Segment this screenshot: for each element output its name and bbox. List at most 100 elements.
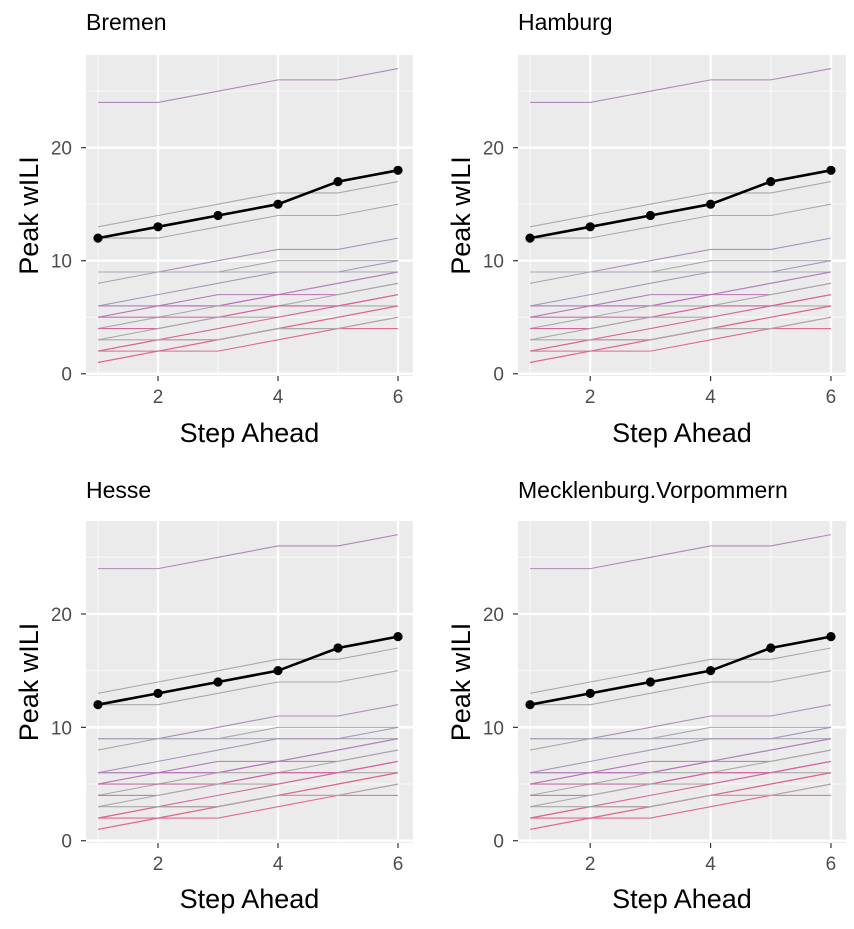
series-line-20 bbox=[98, 783, 399, 808]
highlight-series-line bbox=[97, 635, 399, 706]
y-tick-label: 20 bbox=[51, 605, 72, 626]
series-line-2 bbox=[529, 647, 832, 694]
y-tick-label: 10 bbox=[483, 252, 504, 273]
series-line-11 bbox=[97, 749, 399, 796]
x-tick-label: 2 bbox=[153, 387, 164, 408]
y-axis-title: Peak wILI bbox=[14, 156, 44, 275]
series-line-20 bbox=[530, 783, 832, 808]
highlight-point bbox=[766, 643, 776, 653]
panel-hesse: 2 4 6 0 10 20 Hesse Step Ahead Peak wILI bbox=[14, 477, 413, 914]
series-line-2 bbox=[97, 181, 399, 228]
highlight-point bbox=[333, 176, 343, 187]
highlight-point bbox=[153, 688, 163, 698]
panel-hamburg: 2 4 6 0 10 20 Hamburg Step Ahead Peak wILI bbox=[446, 9, 846, 448]
x-tick-label: 4 bbox=[705, 387, 716, 408]
x-tick-label: 4 bbox=[705, 854, 716, 875]
x-tick-label: 6 bbox=[393, 854, 404, 875]
panel-title: Bremen bbox=[86, 9, 167, 35]
highlight-point bbox=[525, 233, 535, 243]
y-axis-title: Peak wILI bbox=[14, 623, 44, 742]
x-axis-title: Step Ahead bbox=[612, 884, 752, 914]
highlight-point bbox=[393, 165, 403, 175]
x-tick-label: 4 bbox=[273, 387, 284, 408]
x-tick-label: 6 bbox=[826, 854, 837, 875]
series-line-3 bbox=[98, 203, 399, 239]
highlight-point bbox=[525, 700, 535, 710]
highlight-series-line bbox=[529, 169, 832, 240]
y-tick-label: 0 bbox=[493, 365, 504, 386]
highlight-point bbox=[645, 677, 656, 687]
series-line-1 bbox=[98, 534, 399, 570]
highlight-point bbox=[213, 677, 223, 687]
y-tick-label: 0 bbox=[61, 832, 72, 853]
y-axis-title: Peak wILI bbox=[446, 623, 476, 742]
series-line-5 bbox=[529, 260, 831, 284]
panel-bremen: 2 4 6 0 10 20 Bremen Step Ahead Peak wILI bbox=[14, 9, 413, 448]
series-line-11 bbox=[97, 282, 399, 330]
series-line-5 bbox=[97, 726, 398, 751]
series-line-14 bbox=[97, 305, 398, 341]
y-tick-label: 0 bbox=[61, 365, 72, 386]
x-tick-label: 2 bbox=[585, 387, 596, 408]
series-line-14 bbox=[97, 772, 398, 808]
series-line-7 bbox=[529, 726, 832, 774]
plot-background bbox=[518, 55, 846, 376]
series-line-7 bbox=[97, 260, 399, 307]
plot-background bbox=[86, 521, 413, 843]
plot-background bbox=[518, 521, 846, 843]
highlight-point bbox=[645, 210, 656, 221]
y-tick-label: 0 bbox=[493, 832, 504, 853]
x-tick-label: 4 bbox=[273, 854, 284, 875]
y-axis-title: Peak wILI bbox=[446, 156, 476, 275]
y-tick-label: 20 bbox=[483, 605, 504, 626]
highlight-point bbox=[826, 165, 836, 175]
series-line-1 bbox=[98, 68, 399, 104]
x-axis-title: Step Ahead bbox=[612, 418, 752, 448]
highlight-point bbox=[273, 666, 283, 676]
series-line-2 bbox=[97, 647, 399, 694]
series-line-11 bbox=[529, 749, 832, 796]
x-tick-label: 6 bbox=[393, 387, 404, 408]
panel-title: Hesse bbox=[86, 477, 151, 503]
highlight-point bbox=[585, 688, 595, 698]
x-axis-title: Step Ahead bbox=[180, 418, 320, 448]
highlight-point bbox=[333, 643, 343, 653]
panel-mecklenburg-vorpommern: 2 4 6 0 10 20 Mecklenburg.Vorpommern Step Ahead… bbox=[446, 477, 846, 914]
highlight-point bbox=[93, 700, 103, 710]
series-line-3 bbox=[530, 203, 832, 239]
y-tick-label: 10 bbox=[51, 252, 72, 273]
series-line-1 bbox=[530, 534, 832, 570]
plot-background bbox=[86, 55, 413, 376]
panel-title: Mecklenburg.Vorpommern bbox=[518, 477, 788, 503]
highlight-point bbox=[393, 632, 403, 642]
series-line-20 bbox=[98, 316, 399, 341]
highlight-point bbox=[213, 210, 223, 221]
highlight-series-line bbox=[529, 635, 832, 706]
highlight-point bbox=[585, 222, 595, 232]
series-line-2 bbox=[529, 181, 832, 228]
x-axis-title: Step Ahead bbox=[180, 884, 320, 914]
y-tick-label: 10 bbox=[483, 718, 504, 739]
highlight-point bbox=[826, 632, 836, 642]
highlight-point bbox=[93, 233, 103, 243]
series-line-14 bbox=[529, 772, 831, 808]
x-tick-label: 2 bbox=[153, 854, 164, 875]
highlight-point bbox=[705, 666, 716, 676]
series-line-7 bbox=[97, 726, 399, 774]
series-line-7 bbox=[529, 260, 832, 307]
series-line-20 bbox=[530, 316, 832, 341]
series-line-3 bbox=[98, 670, 399, 706]
series-line-11 bbox=[529, 282, 832, 330]
highlight-point bbox=[273, 199, 283, 209]
highlight-point bbox=[153, 222, 163, 232]
panel-title: Hamburg bbox=[518, 9, 613, 35]
x-tick-label: 2 bbox=[585, 854, 596, 875]
x-tick-label: 6 bbox=[826, 387, 837, 408]
series-line-5 bbox=[529, 726, 831, 751]
highlight-point bbox=[705, 199, 716, 209]
highlight-point bbox=[766, 176, 776, 187]
series-line-14 bbox=[529, 305, 831, 341]
series-line-5 bbox=[97, 260, 398, 284]
